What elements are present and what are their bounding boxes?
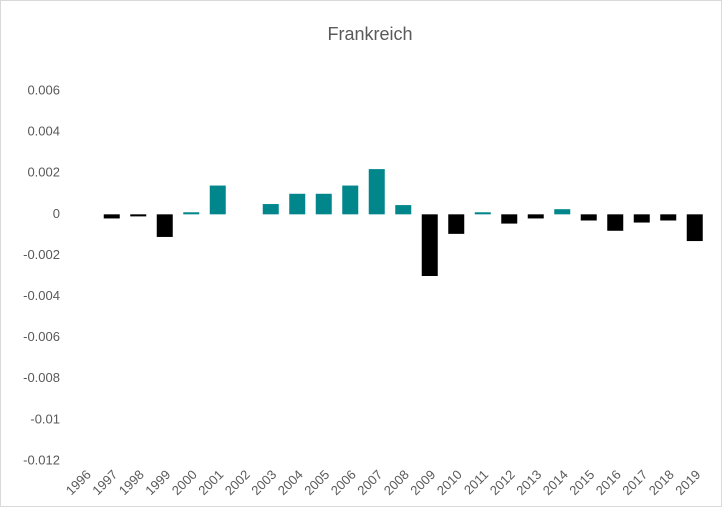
y-tick-label: 0	[53, 206, 60, 221]
chart-title: Frankreich	[327, 24, 412, 44]
bar	[421, 214, 438, 276]
y-tick-label: 0.004	[27, 124, 60, 139]
y-tick-label: 0.006	[27, 82, 60, 97]
bar	[368, 169, 385, 215]
bar	[607, 214, 624, 231]
bar	[183, 212, 200, 215]
bar	[448, 214, 465, 234]
bar	[315, 193, 332, 215]
bar	[686, 214, 703, 242]
bar	[474, 212, 491, 215]
bar	[395, 205, 412, 215]
y-tick-label: 0.002	[27, 165, 60, 180]
bar	[209, 185, 226, 215]
bar	[342, 185, 359, 215]
bar	[554, 209, 571, 215]
y-tick-label: -0.012	[23, 452, 60, 467]
y-tick-label: -0.002	[23, 247, 60, 262]
bar	[103, 214, 120, 219]
bar	[660, 214, 677, 221]
bar	[262, 204, 279, 215]
bar	[633, 214, 650, 223]
bar	[289, 193, 306, 215]
bar	[527, 214, 544, 219]
y-tick-label: -0.006	[23, 329, 60, 344]
bar	[130, 214, 147, 217]
bar	[156, 214, 173, 237]
y-tick-label: -0.004	[23, 288, 60, 303]
y-tick-label: -0.008	[23, 370, 60, 385]
bar	[580, 214, 597, 221]
y-tick-label: -0.01	[30, 411, 60, 426]
bar	[501, 214, 518, 224]
